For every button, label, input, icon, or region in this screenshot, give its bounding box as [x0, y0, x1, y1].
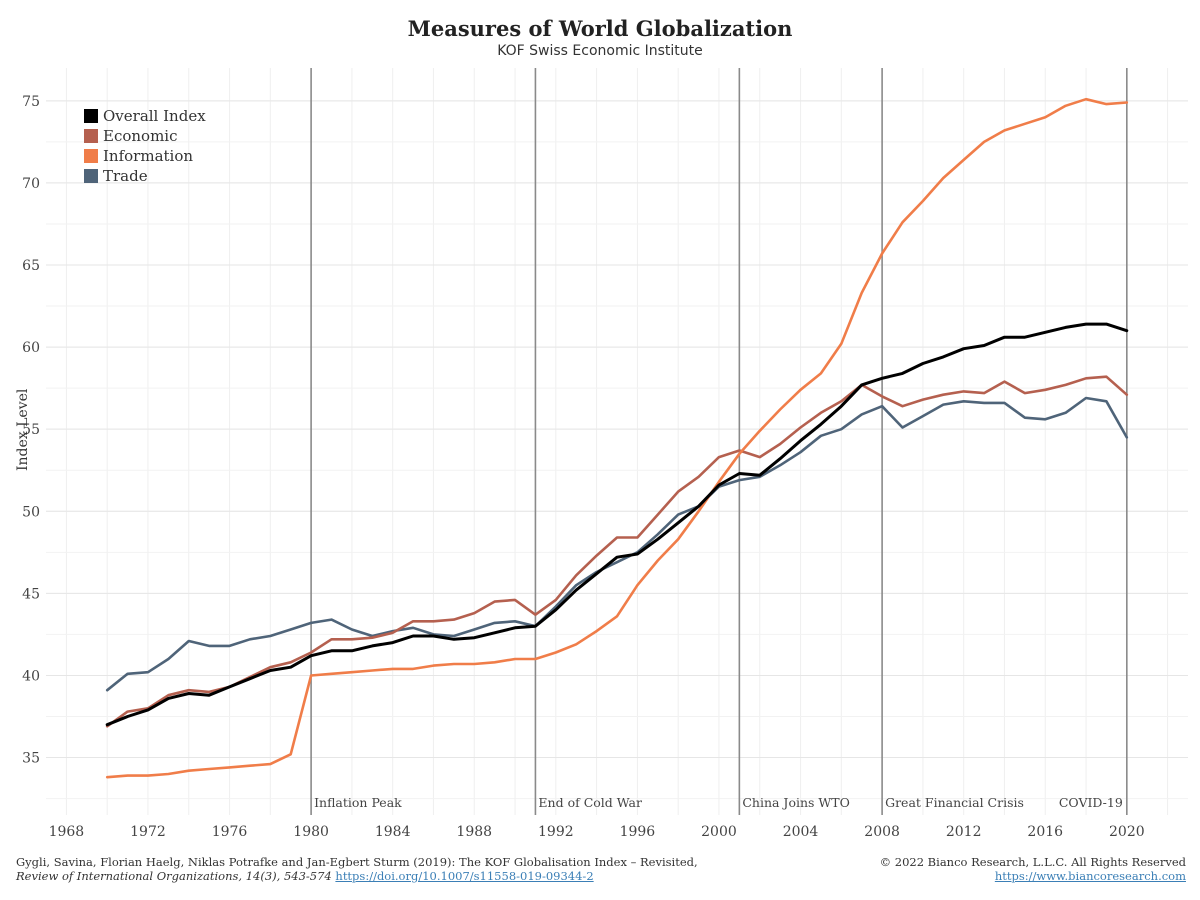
x-tick-label: 2004 [783, 824, 819, 840]
x-tick-label: 1972 [130, 824, 166, 840]
legend-swatch [84, 149, 98, 163]
series-line-economic [105, 375, 1129, 728]
legend-item-economic: Economic [84, 126, 206, 146]
x-tick-label: 1984 [375, 824, 411, 840]
x-tick-label: 1996 [620, 824, 656, 840]
event-label: End of Cold War [538, 795, 642, 810]
y-tick-label: 55 [22, 422, 40, 438]
source-note: Gygli, Savina, Florian Haelg, Niklas Pot… [16, 855, 698, 883]
x-tick-label: 2000 [701, 824, 737, 840]
x-tick-label: 2008 [864, 824, 900, 840]
legend-label: Trade [103, 167, 148, 185]
copyright-text: © 2022 Bianco Research, L.L.C. All Right… [879, 855, 1186, 869]
legend-swatch [84, 129, 98, 143]
y-tick-label: 40 [22, 668, 40, 684]
legend-label: Information [103, 147, 194, 165]
source-citation: Gygli, Savina, Florian Haelg, Niklas Pot… [16, 855, 698, 869]
y-tick-label: 50 [22, 504, 40, 520]
y-axis-label: Index Level [15, 388, 31, 471]
y-tick-label: 70 [22, 176, 40, 192]
x-tick-label: 1968 [49, 824, 85, 840]
series-line-overall-index [105, 322, 1129, 727]
source-journal: Review of International Organizations, 1… [16, 869, 332, 883]
x-tick-label: 2020 [1109, 824, 1145, 840]
event-label: China Joins WTO [742, 795, 850, 810]
legend-label: Overall Index [103, 107, 206, 125]
x-tick-label: 1976 [212, 824, 248, 840]
x-tick-label: 1992 [538, 824, 574, 840]
x-tick-label: 1980 [293, 824, 329, 840]
bianco-link[interactable]: https://www.biancoresearch.com [994, 869, 1186, 883]
legend-item-information: Information [84, 146, 206, 166]
event-label: Inflation Peak [314, 795, 402, 810]
series-line-trade [105, 396, 1129, 692]
chart-subtitle: KOF Swiss Economic Institute [497, 43, 703, 59]
legend: Overall Index Economic Information Trade [84, 106, 206, 186]
legend-item-overall: Overall Index [84, 106, 206, 126]
event-label: COVID-19 [1059, 795, 1123, 810]
source-doi-link[interactable]: https://doi.org/10.1007/s11558-019-09344… [335, 869, 594, 883]
y-tick-label: 35 [22, 751, 40, 767]
x-tick-label: 2012 [946, 824, 982, 840]
x-tick-label: 2016 [1027, 824, 1063, 840]
chart-title: Measures of World Globalization [407, 16, 793, 41]
x-tick-label: 1988 [456, 824, 492, 840]
legend-swatch [84, 109, 98, 123]
y-tick-label: 60 [22, 340, 40, 356]
copyright-note: © 2022 Bianco Research, L.L.C. All Right… [880, 855, 1186, 883]
y-tick-label: 65 [22, 258, 40, 274]
series-line-information [105, 97, 1129, 779]
y-tick-label: 75 [22, 94, 40, 110]
y-tick-label: 45 [22, 586, 40, 602]
legend-item-trade: Trade [84, 166, 206, 186]
event-label: Great Financial Crisis [885, 795, 1024, 810]
legend-swatch [84, 169, 98, 183]
legend-label: Economic [103, 127, 178, 145]
